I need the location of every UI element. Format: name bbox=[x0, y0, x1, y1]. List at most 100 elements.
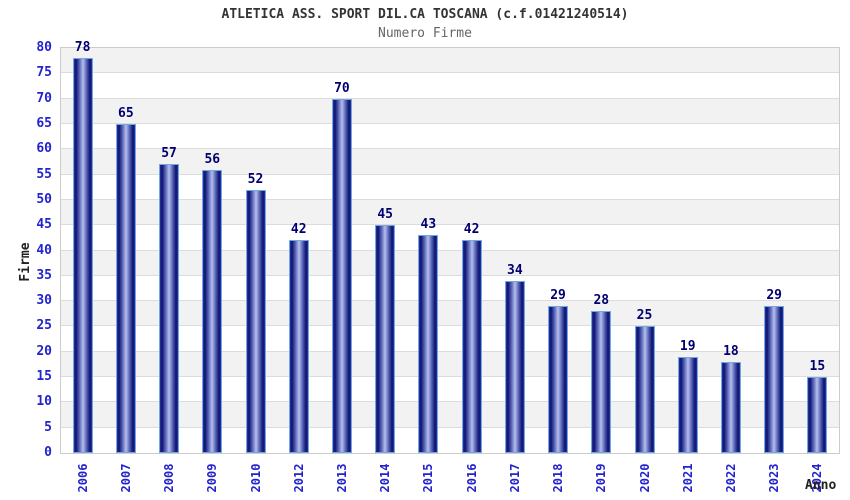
gridline bbox=[61, 148, 839, 150]
x-tick-label: 2015 bbox=[421, 463, 436, 493]
plot-area: 78 65 57 56 52 42 70 45 43 42 34 29 28 25 19 18 29 15 bbox=[60, 41, 840, 454]
bar-2020 bbox=[634, 326, 655, 453]
y-tick-label: 25 bbox=[36, 318, 52, 334]
gridline bbox=[61, 72, 839, 74]
x-tick-label: 2016 bbox=[464, 463, 479, 493]
bar-value-label: 65 bbox=[118, 105, 134, 121]
bar-value-label: 15 bbox=[809, 359, 826, 375]
bar-value-label: 18 bbox=[723, 343, 739, 359]
bar-2018 bbox=[548, 306, 569, 453]
y-tick-label: 5 bbox=[44, 419, 52, 435]
bar-value-label: 42 bbox=[463, 222, 480, 238]
bar-2019 bbox=[591, 311, 612, 453]
plot-band bbox=[61, 73, 839, 99]
y-tick-label: 40 bbox=[36, 242, 52, 258]
y-tick-label: 10 bbox=[36, 394, 52, 410]
bar-2013 bbox=[331, 98, 352, 453]
x-axis-title: Anno bbox=[805, 478, 837, 493]
y-tick-label: 60 bbox=[36, 141, 52, 157]
x-tick-label: 2007 bbox=[118, 463, 133, 493]
bar-value-label: 45 bbox=[377, 207, 393, 223]
bar-series: 78 65 57 56 52 42 70 45 43 42 34 29 28 25 19 18 29 15 bbox=[61, 41, 839, 453]
plot-band bbox=[61, 427, 839, 453]
chart-title: ATLETICA ASS. SPORT DIL.CA TOSCANA (c.f.… bbox=[221, 7, 629, 22]
y-tick-label: 30 bbox=[36, 293, 52, 309]
bar-2015 bbox=[418, 235, 439, 453]
bar-value-label: 42 bbox=[290, 222, 307, 238]
y-tick-label: 80 bbox=[36, 40, 52, 55]
bar-2016 bbox=[461, 240, 482, 453]
plot-band bbox=[61, 98, 839, 124]
x-tick-label: 2021 bbox=[680, 463, 695, 493]
x-tick-label: 2022 bbox=[723, 463, 738, 493]
y-tick-label: 15 bbox=[36, 369, 52, 385]
x-tick-label: 2008 bbox=[162, 463, 177, 493]
bar-value-label: 56 bbox=[204, 151, 221, 167]
gridline bbox=[61, 350, 839, 352]
x-tick-label: 2020 bbox=[637, 463, 652, 493]
plot-band bbox=[61, 402, 839, 428]
y-tick-label: 55 bbox=[36, 166, 52, 182]
plot-band bbox=[61, 149, 839, 175]
bar-2010 bbox=[245, 189, 266, 453]
bar-2023 bbox=[764, 306, 785, 453]
y-tick-label: 75 bbox=[36, 65, 52, 81]
plot-band bbox=[61, 199, 839, 226]
gridline bbox=[61, 376, 839, 378]
x-tick-label: 2006 bbox=[75, 463, 90, 493]
bar-value-label: 28 bbox=[593, 293, 610, 309]
bar-value-label: 19 bbox=[679, 338, 696, 354]
bar-2014 bbox=[375, 225, 396, 453]
bar-value-label: 34 bbox=[507, 262, 523, 278]
gridline bbox=[61, 173, 839, 175]
bar-2012 bbox=[288, 240, 309, 453]
plot-bands bbox=[61, 48, 839, 453]
x-tick-label: 2019 bbox=[594, 463, 609, 493]
x-tick-label: 2014 bbox=[378, 463, 393, 493]
plot-band bbox=[61, 174, 839, 200]
bar-value-label: 25 bbox=[636, 308, 653, 324]
plot-band bbox=[61, 326, 839, 352]
x-tick-label: 2010 bbox=[248, 463, 263, 493]
gridlines bbox=[61, 48, 839, 453]
x-tick-label: 2013 bbox=[334, 463, 349, 493]
y-tick-label: 20 bbox=[36, 343, 52, 359]
bar-value-label: 52 bbox=[247, 171, 264, 187]
bar-2008 bbox=[159, 164, 180, 453]
gridline bbox=[61, 401, 839, 403]
y-tick-label: 65 bbox=[36, 115, 52, 131]
gridline bbox=[61, 97, 839, 99]
bar-2017 bbox=[504, 280, 525, 453]
x-tick-label: 2012 bbox=[291, 463, 306, 493]
plot-band bbox=[61, 301, 839, 327]
bar-2007 bbox=[115, 123, 136, 453]
bar-value-label: 29 bbox=[766, 288, 782, 304]
bar-value-label: 57 bbox=[161, 146, 177, 162]
gridline bbox=[61, 426, 839, 428]
plot-band bbox=[61, 48, 839, 74]
plot-band bbox=[61, 351, 839, 378]
gridline bbox=[61, 122, 839, 124]
chart-subtitle: Numero Firme bbox=[378, 26, 472, 41]
x-tick-label: 2017 bbox=[507, 463, 522, 493]
bar-value-label: 29 bbox=[550, 288, 566, 304]
gridline bbox=[61, 224, 839, 226]
plot-band bbox=[61, 275, 839, 302]
plot-band bbox=[61, 123, 839, 150]
x-tick-label: 2009 bbox=[205, 463, 220, 493]
gridline bbox=[61, 300, 839, 302]
bar-2024 bbox=[807, 377, 828, 453]
bar-2021 bbox=[677, 356, 698, 453]
plot-band bbox=[61, 225, 839, 251]
y-tick-label: 0 bbox=[44, 445, 52, 460]
bar-2009 bbox=[202, 169, 223, 453]
bar-2022 bbox=[720, 361, 741, 453]
bar-value-label: 43 bbox=[420, 217, 437, 233]
bar-value-label: 78 bbox=[74, 40, 91, 56]
y-tick-label: 45 bbox=[36, 217, 52, 233]
x-tick-label: 2023 bbox=[767, 463, 782, 493]
x-tick-label: 2018 bbox=[551, 463, 566, 493]
plot-band bbox=[61, 377, 839, 403]
gridline bbox=[61, 249, 839, 251]
y-tick-label: 50 bbox=[36, 191, 52, 207]
